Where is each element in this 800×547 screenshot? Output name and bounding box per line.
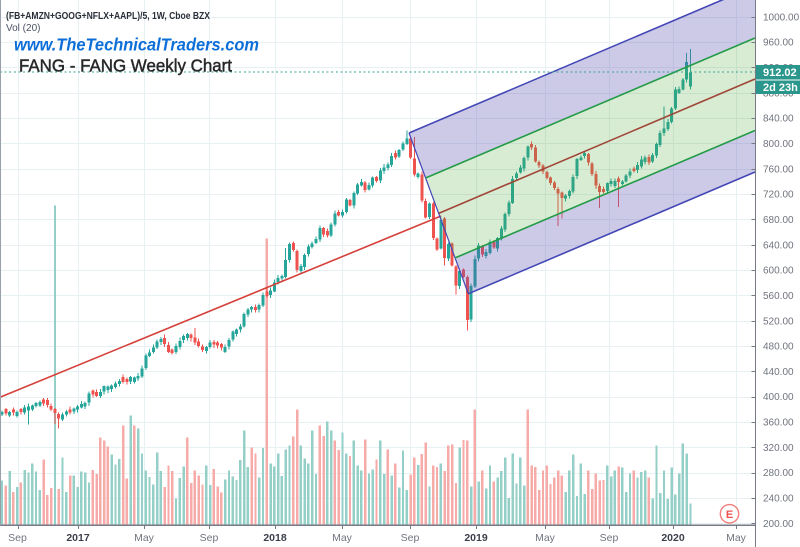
svg-text:FANG - FANG Weekly Chart: FANG - FANG Weekly Chart [19,56,232,76]
svg-text:E: E [726,509,733,521]
svg-text:520.00: 520.00 [763,316,794,327]
svg-text:560.00: 560.00 [763,291,794,302]
svg-text:840.00: 840.00 [763,114,794,125]
svg-text:1000.00: 1000.00 [763,12,800,23]
svg-text:May: May [535,532,556,544]
svg-text:2d 23h: 2d 23h [763,82,798,94]
svg-text:2020: 2020 [661,532,685,544]
svg-text:Sep: Sep [401,532,420,544]
svg-text:Sep: Sep [200,532,219,544]
svg-text:280.00: 280.00 [763,468,794,479]
svg-text:(FB+AMZN+GOOG+NFLX+AAPL)/5, 1W: (FB+AMZN+GOOG+NFLX+AAPL)/5, 1W, Cboe BZX [6,10,210,22]
svg-text:720.00: 720.00 [763,190,794,201]
svg-text:800.00: 800.00 [763,139,794,150]
svg-text:2017: 2017 [66,532,90,544]
svg-text:480.00: 480.00 [763,342,794,353]
svg-text:320.00: 320.00 [763,443,794,454]
svg-text:200.00: 200.00 [763,519,794,530]
svg-text:May: May [726,532,747,544]
svg-text:May: May [332,532,353,544]
svg-text:240.00: 240.00 [763,494,794,505]
svg-text:Sep: Sep [8,532,27,544]
svg-text:May: May [134,532,155,544]
svg-text:760.00: 760.00 [763,164,794,175]
svg-text:960.00: 960.00 [763,38,794,49]
svg-text:360.00: 360.00 [763,418,794,429]
svg-text:2018: 2018 [263,532,287,544]
svg-text:600.00: 600.00 [763,266,794,277]
svg-text:640.00: 640.00 [763,240,794,251]
svg-text:www.TheTechnicalTraders.com: www.TheTechnicalTraders.com [14,35,259,55]
svg-text:440.00: 440.00 [763,367,794,378]
svg-text:Sep: Sep [600,532,619,544]
svg-text:912.02: 912.02 [763,67,797,79]
svg-text:680.00: 680.00 [763,215,794,226]
svg-text:Vol (20): Vol (20) [6,23,40,34]
svg-text:2019: 2019 [464,532,488,544]
svg-text:400.00: 400.00 [763,392,794,403]
